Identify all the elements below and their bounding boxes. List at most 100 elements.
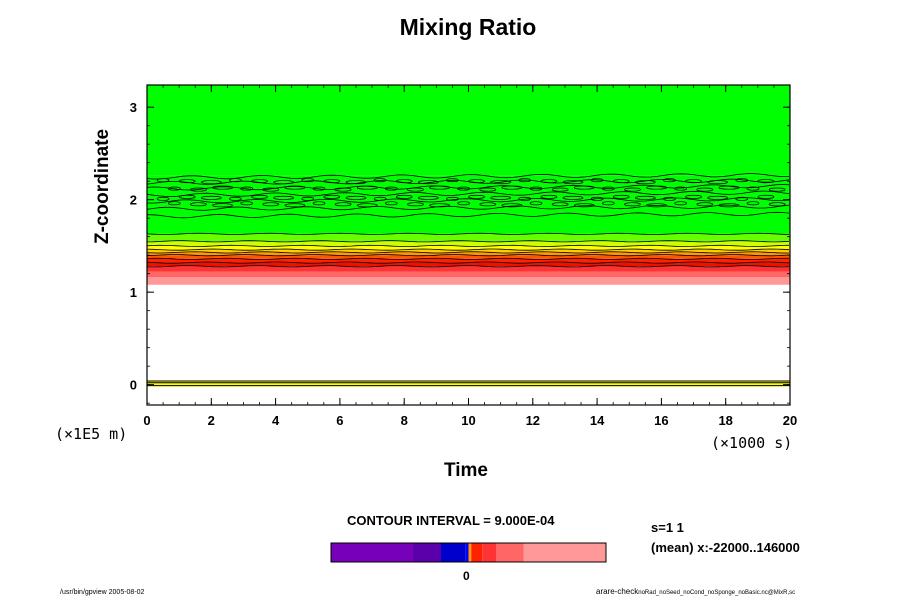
contour-blob-1-16 [551,187,569,192]
colorbar-segment-8 [523,543,606,562]
contour-blob-0-3 [229,178,242,183]
contour-blob-1-17 [573,185,595,190]
heatmap-band-4 [147,245,790,250]
colorbar-segment-7 [496,543,524,562]
contour-blob-3-24 [746,201,760,206]
contour-blob-2-8 [345,195,367,200]
x-unit-label: (×1000 s) [711,434,793,452]
heatmap-band-10 [147,266,790,272]
contour-blob-1-2 [212,185,233,190]
y-tick-label-1: 1 [130,285,137,300]
contour-blob-0-17 [562,180,584,185]
heatmap-band-6 [147,252,790,256]
contour-blob-0-4 [251,179,268,184]
contour-blob-2-7 [323,194,341,199]
contour-blob-3-19 [624,202,641,207]
contour-blob-0-19 [612,179,630,184]
colorbar-segment-4 [468,543,472,562]
heatmap-band-2 [147,233,790,242]
contour-blob-2-10 [395,194,413,199]
contour-blob-3-21 [674,201,688,206]
contour-blob-2-0 [156,196,170,201]
contour-blob-3-23 [718,203,740,208]
contour-blob-1-14 [501,185,523,190]
contour-blob-1-4 [262,187,280,192]
colorbar-segment-0 [331,543,414,562]
colorbar-frame [330,542,607,563]
contour-line-6 [146,211,790,219]
contour-blob-2-15 [518,196,532,201]
contour-blob-0-25 [757,179,775,184]
heatmap-band-12 [147,277,790,285]
contour-blob-1-18 [602,186,615,191]
contour-blob-3-4 [262,202,280,207]
contour-blob-2-3 [229,196,242,201]
contour-blob-3-8 [356,203,378,208]
contour-blob-1-25 [768,187,786,192]
y-tick-label-2: 2 [130,193,137,208]
contour-blob-3-1 [190,202,207,207]
contour-blob-1-8 [356,185,378,190]
contour-blob-3-10 [407,202,424,207]
footer-command: /usr/bin/gpview 2005-08-02 [60,589,145,596]
colorbar-zero-label: 0 [463,569,470,583]
contour-blob-3-11 [429,203,450,208]
contour-blob-0-1 [178,179,196,184]
contour-blob-3-2 [212,203,233,208]
contour-line-15 [146,265,790,268]
contour-blob-3-22 [696,202,714,207]
heatmap-band-11 [147,271,790,278]
y-unit-label: (×1E5 m) [55,425,128,443]
contour-line-4 [146,197,790,204]
contour-blob-1-22 [696,187,714,192]
y-tick-label-3: 3 [130,100,137,115]
contour-blob-1-20 [646,185,667,190]
x-tick-label-6: 12 [526,413,540,428]
contour-blob-3-18 [602,201,615,206]
contour-blob-2-21 [663,196,676,201]
heatmap-band-0 [147,85,790,176]
contour-blob-2-24 [735,196,749,201]
contour-blob-1-9 [384,186,398,191]
colorbar-segment-2 [441,543,466,562]
contour-blob-3-15 [529,201,543,206]
contour-line-11 [146,251,789,254]
y-axis-label: Z-coordinate [92,128,113,244]
contour-blob-0-24 [735,178,749,183]
contour-blob-2-19 [612,194,630,199]
contour-line-3 [146,190,790,198]
contour-interval-label: CONTOUR INTERVAL = 9.000E-04 [347,513,555,528]
contour-blob-2-12 [446,196,459,201]
x-tick-label-2: 4 [272,413,280,428]
contour-blob-1-6 [312,186,326,191]
contour-blob-0-13 [468,179,485,184]
contour-blob-1-5 [284,185,306,190]
contour-line-1 [146,178,790,185]
footer-file-main: arare-check [596,587,639,596]
contour-blob-2-9 [373,196,387,201]
contour-blob-3-20 [646,203,667,208]
contour-blob-0-7 [323,179,341,184]
footer-file: arare-checknoRad_noSeed_noCond_noSponge_… [596,587,795,596]
contour-blob-3-3 [240,201,254,206]
contour-blob-2-13 [468,194,485,199]
contour-blob-1-24 [746,186,760,191]
contour-blob-1-10 [407,187,424,192]
stats-line-2: (mean) x:-22000..146000 [651,540,800,555]
contour-blob-3-9 [384,201,398,206]
contour-blob-3-5 [284,203,306,208]
contour-blob-2-25 [757,194,775,199]
contour-line-10 [146,248,790,251]
contour-blob-3-13 [479,202,497,207]
x-tick-label-5: 10 [461,413,475,428]
contour-blob-0-6 [301,178,315,183]
colorbar-segment-5 [471,543,483,562]
contour-line-5 [146,204,790,211]
contour-blob-0-11 [417,180,439,185]
contour-blob-0-10 [395,179,413,184]
contour-blob-2-17 [562,195,584,200]
x-tick-label-3: 6 [336,413,343,428]
colorbar-segment-6 [482,543,496,562]
contour-blob-1-7 [334,187,352,192]
heatmap-band-9 [147,262,790,267]
